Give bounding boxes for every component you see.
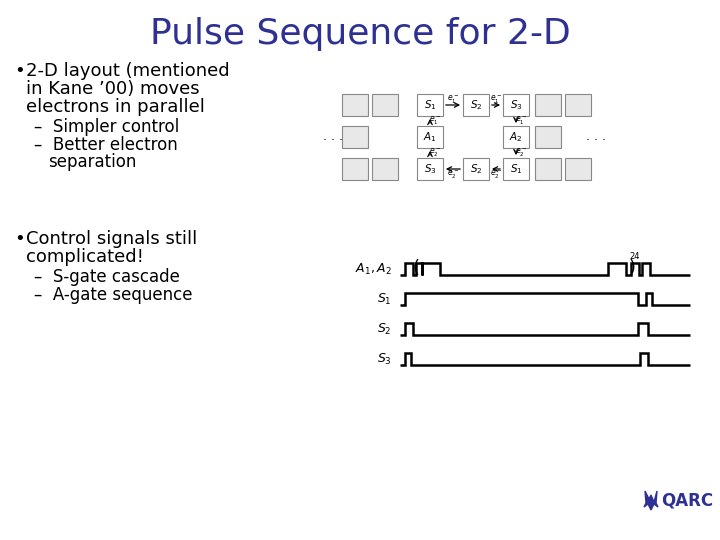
Text: $S_1$: $S_1$	[377, 292, 392, 307]
FancyBboxPatch shape	[565, 158, 591, 180]
Text: $e_2^-$: $e_2^-$	[490, 169, 502, 181]
Text: Pulse Sequence for 2-D: Pulse Sequence for 2-D	[150, 17, 570, 51]
Text: $S_3$: $S_3$	[510, 98, 522, 112]
Text: QARC: QARC	[661, 491, 713, 509]
FancyBboxPatch shape	[503, 94, 529, 116]
Text: complicated!: complicated!	[26, 248, 144, 266]
FancyBboxPatch shape	[342, 94, 368, 116]
Text: electrons in parallel: electrons in parallel	[26, 98, 205, 116]
FancyBboxPatch shape	[417, 158, 443, 180]
FancyBboxPatch shape	[372, 158, 398, 180]
FancyBboxPatch shape	[535, 158, 561, 180]
Text: $e_2^-$: $e_2^-$	[429, 147, 441, 159]
FancyBboxPatch shape	[503, 158, 529, 180]
FancyBboxPatch shape	[463, 158, 489, 180]
FancyBboxPatch shape	[535, 94, 561, 116]
Text: . . .: . . .	[323, 131, 343, 144]
Text: $e_1^-$: $e_1^-$	[515, 115, 527, 127]
FancyBboxPatch shape	[565, 94, 591, 116]
FancyBboxPatch shape	[417, 94, 443, 116]
Text: $e_1^-$: $e_1^-$	[490, 94, 502, 106]
Text: $S_3$: $S_3$	[423, 162, 436, 176]
Text: $e_2^-$: $e_2^-$	[447, 169, 459, 181]
Text: $S_2$: $S_2$	[377, 321, 392, 336]
Text: $A_1$: $A_1$	[423, 130, 437, 144]
Text: 24: 24	[629, 252, 639, 261]
FancyBboxPatch shape	[503, 126, 529, 148]
Text: –  Better electron: – Better electron	[34, 136, 178, 154]
Text: $A_1,A_2$: $A_1,A_2$	[355, 261, 392, 276]
Text: –  S-gate cascade: – S-gate cascade	[34, 268, 180, 286]
Text: in Kane ’00) moves: in Kane ’00) moves	[26, 80, 199, 98]
Text: $A_2$: $A_2$	[509, 130, 523, 144]
Text: $S_3$: $S_3$	[377, 352, 392, 367]
Text: $e_1^-$: $e_1^-$	[447, 94, 459, 106]
Text: Control signals still: Control signals still	[26, 230, 197, 248]
Polygon shape	[644, 491, 658, 510]
Text: ): )	[628, 259, 635, 277]
Text: separation: separation	[48, 153, 136, 171]
Text: . . .: . . .	[586, 131, 606, 144]
Text: $e_1^-$: $e_1^-$	[429, 115, 441, 127]
Text: $S_1$: $S_1$	[510, 162, 522, 176]
FancyBboxPatch shape	[342, 158, 368, 180]
Text: $S_1$: $S_1$	[423, 98, 436, 112]
Text: $S_2$: $S_2$	[469, 98, 482, 112]
Text: 2-D layout (mentioned: 2-D layout (mentioned	[26, 62, 230, 80]
FancyBboxPatch shape	[417, 126, 443, 148]
Text: $S_2$: $S_2$	[469, 162, 482, 176]
FancyBboxPatch shape	[463, 94, 489, 116]
FancyBboxPatch shape	[535, 126, 561, 148]
Text: –  Simpler control: – Simpler control	[34, 118, 179, 136]
Text: $e_2^-$: $e_2^-$	[515, 147, 527, 159]
FancyBboxPatch shape	[372, 94, 398, 116]
Text: (: (	[413, 259, 420, 277]
Text: •: •	[14, 230, 24, 248]
FancyBboxPatch shape	[342, 126, 368, 148]
Text: •: •	[14, 62, 24, 80]
Text: –  A-gate sequence: – A-gate sequence	[34, 286, 192, 304]
